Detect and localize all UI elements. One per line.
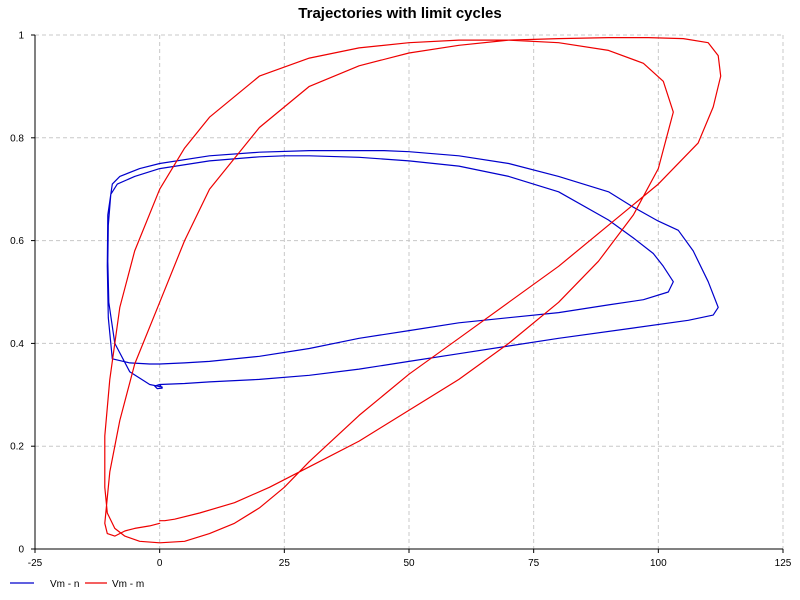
grid-lines (35, 34, 784, 549)
legend: Vm - n Vm - m (10, 579, 144, 590)
x-tick-label: 75 (528, 558, 540, 569)
x-tick-label: 100 (650, 558, 667, 569)
tick-labels: -25 0 25 50 75 100 125 0 0.2 0.4 0.6 0.8 1 (10, 31, 792, 570)
x-tick-label: -25 (28, 558, 43, 569)
chart-title: Trajectories with limit cycles (298, 5, 501, 22)
legend-label-vm-n: Vm - n (50, 579, 79, 590)
x-tick-label: 125 (775, 558, 792, 569)
y-tick-label: 0.8 (10, 133, 24, 144)
x-tick-label: 50 (403, 558, 415, 569)
series-lines (104, 36, 722, 544)
axes (31, 34, 784, 553)
y-tick-label: 0.2 (10, 442, 24, 453)
x-tick-label: 0 (157, 558, 163, 569)
y-tick-label: 0.6 (10, 236, 24, 247)
y-tick-label: 0.4 (10, 339, 24, 350)
series-line-vm-m (104, 36, 722, 544)
legend-label-vm-m: Vm - m (112, 579, 144, 590)
y-tick-label: 1 (18, 31, 24, 42)
series-line-vm-n (106, 150, 719, 390)
y-tick-label: 0 (18, 545, 24, 556)
x-tick-label: 25 (279, 558, 291, 569)
